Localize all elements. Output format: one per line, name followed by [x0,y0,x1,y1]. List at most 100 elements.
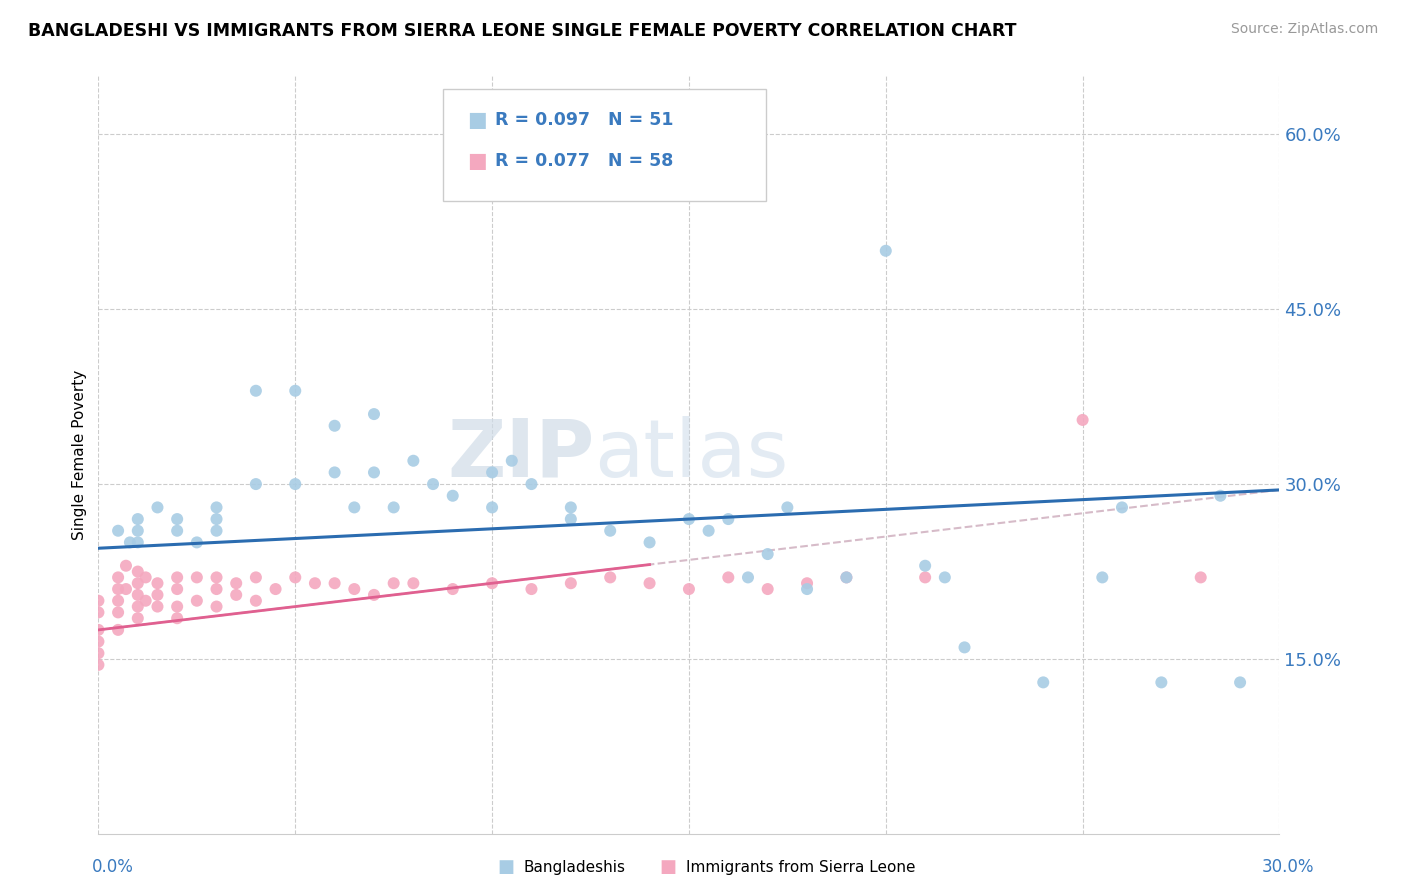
Point [441,582,464,596]
Point [422,477,444,491]
Point [284,570,307,584]
Y-axis label: Single Female Poverty: Single Female Poverty [72,370,87,540]
Point [245,570,267,584]
Text: ■: ■ [498,858,515,876]
Point [205,570,228,584]
Point [245,384,267,398]
Point [343,582,366,596]
Point [914,558,936,573]
Point [146,588,169,602]
Point [835,570,858,584]
Point [953,640,976,655]
Point [135,570,157,584]
Text: ■: ■ [467,151,486,170]
Point [717,570,740,584]
Point [115,558,138,573]
Point [796,576,818,591]
Point [166,611,188,625]
Point [127,611,149,625]
Point [146,576,169,591]
Point [166,599,188,614]
Point [678,512,700,526]
Point [245,593,267,607]
Point [520,582,543,596]
Point [1189,570,1212,584]
Point [127,565,149,579]
Text: 30.0%: 30.0% [1263,858,1315,876]
Text: Immigrants from Sierra Leone: Immigrants from Sierra Leone [686,860,915,874]
Point [402,454,425,468]
Point [717,512,740,526]
Point [166,524,188,538]
Point [87,646,110,660]
Point [481,576,503,591]
Point [363,407,385,421]
Point [1032,675,1054,690]
Point [737,570,759,584]
Point [441,489,464,503]
Point [166,582,188,596]
Point [205,524,228,538]
Point [1150,675,1173,690]
Point [205,599,228,614]
Point [225,588,247,602]
Point [323,418,346,433]
Point [520,477,543,491]
Point [127,535,149,549]
Point [323,576,346,591]
Text: BANGLADESHI VS IMMIGRANTS FROM SIERRA LEONE SINGLE FEMALE POVERTY CORRELATION CH: BANGLADESHI VS IMMIGRANTS FROM SIERRA LE… [28,22,1017,40]
Point [146,599,169,614]
Point [87,657,110,672]
Text: R = 0.077   N = 58: R = 0.077 N = 58 [495,152,673,169]
Text: Source: ZipAtlas.com: Source: ZipAtlas.com [1230,22,1378,37]
Point [638,576,661,591]
Point [205,582,228,596]
Point [560,500,582,515]
Point [304,576,326,591]
Point [186,535,208,549]
Point [166,570,188,584]
Text: ■: ■ [659,858,676,876]
Point [107,582,129,596]
Text: atlas: atlas [595,416,789,494]
Point [186,593,208,607]
Point [264,582,287,596]
Point [205,500,228,515]
Point [118,535,141,549]
Point [756,547,779,561]
Point [382,500,405,515]
Text: ZIP: ZIP [447,416,595,494]
Point [402,576,425,591]
Text: Bangladeshis: Bangladeshis [523,860,626,874]
Point [127,599,149,614]
Point [87,606,110,620]
Point [934,570,956,584]
Point [127,512,149,526]
Point [245,477,267,491]
Point [1209,489,1232,503]
Point [638,535,661,549]
Point [796,582,818,596]
Point [107,570,129,584]
Point [186,570,208,584]
Point [107,593,129,607]
Point [835,570,858,584]
Point [914,570,936,584]
Point [875,244,897,258]
Point [756,582,779,596]
Point [678,582,700,596]
Point [127,576,149,591]
Text: ■: ■ [467,111,486,130]
Point [599,570,621,584]
Point [382,576,405,591]
Point [363,588,385,602]
Point [107,524,129,538]
Point [205,512,228,526]
Point [776,500,799,515]
Point [501,454,523,468]
Point [560,512,582,526]
Point [135,593,157,607]
Point [481,466,503,480]
Point [166,512,188,526]
Point [87,593,110,607]
